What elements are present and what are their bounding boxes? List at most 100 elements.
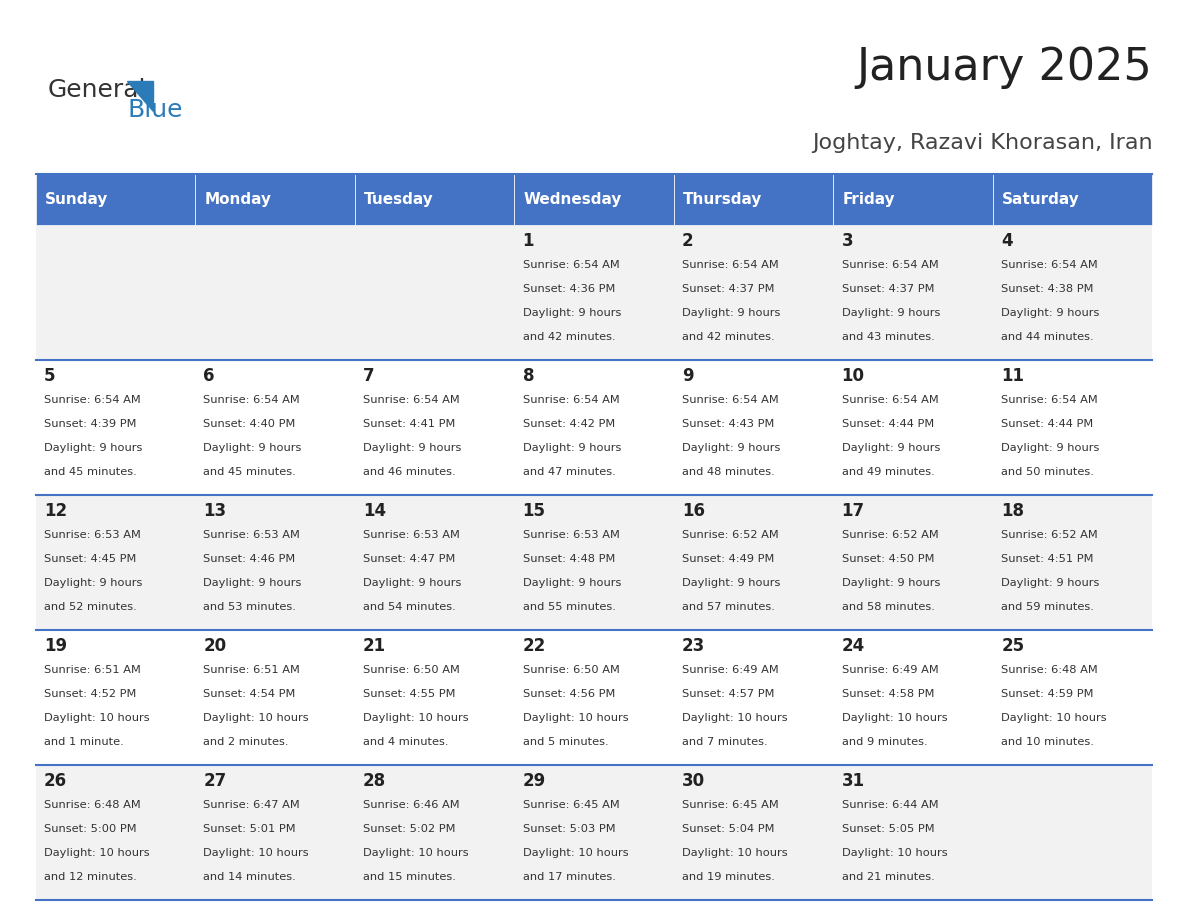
Text: Sunset: 4:52 PM: Sunset: 4:52 PM [44,688,137,699]
Text: Sunset: 4:54 PM: Sunset: 4:54 PM [203,688,296,699]
Text: 5: 5 [44,367,56,386]
Text: and 45 minutes.: and 45 minutes. [203,467,296,477]
Bar [355,495,514,630]
Text: Sunset: 4:38 PM: Sunset: 4:38 PM [1001,284,1094,294]
Text: 31: 31 [841,772,865,790]
Text: Joghtay, Razavi Khorasan, Iran: Joghtay, Razavi Khorasan, Iran [811,133,1152,153]
Text: Sunrise: 6:54 AM: Sunrise: 6:54 AM [44,395,140,405]
Text: 15: 15 [523,502,545,521]
Text: Daylight: 10 hours: Daylight: 10 hours [1001,712,1107,722]
Text: Sunset: 4:47 PM: Sunset: 4:47 PM [364,554,455,564]
Text: Sunrise: 6:50 AM: Sunrise: 6:50 AM [364,665,460,675]
Text: Daylight: 10 hours: Daylight: 10 hours [682,712,788,722]
Text: Sunset: 5:04 PM: Sunset: 5:04 PM [682,823,775,834]
Text: and 42 minutes.: and 42 minutes. [523,332,615,342]
Text: 2: 2 [682,232,694,251]
Text: Sunrise: 6:54 AM: Sunrise: 6:54 AM [364,395,460,405]
Text: Sunrise: 6:54 AM: Sunrise: 6:54 AM [1001,395,1098,405]
Bar [993,630,1152,765]
Bar [674,174,833,225]
Bar [36,225,195,360]
Text: and 4 minutes.: and 4 minutes. [364,737,449,747]
Text: Sunset: 4:37 PM: Sunset: 4:37 PM [841,284,934,294]
Text: Sunset: 4:42 PM: Sunset: 4:42 PM [523,419,615,429]
Text: 10: 10 [841,367,865,386]
Text: Sunrise: 6:54 AM: Sunrise: 6:54 AM [523,395,619,405]
Text: Daylight: 10 hours: Daylight: 10 hours [841,712,947,722]
Text: Daylight: 9 hours: Daylight: 9 hours [203,443,302,453]
Bar [833,225,993,360]
Text: 16: 16 [682,502,706,521]
Bar [195,765,355,900]
Text: 20: 20 [203,637,227,655]
Text: Daylight: 10 hours: Daylight: 10 hours [364,848,468,857]
Text: and 55 minutes.: and 55 minutes. [523,602,615,612]
Text: 28: 28 [364,772,386,790]
Bar [355,225,514,360]
Bar [514,360,674,495]
Text: and 44 minutes.: and 44 minutes. [1001,332,1094,342]
Bar [355,765,514,900]
Text: Daylight: 9 hours: Daylight: 9 hours [682,578,781,588]
Bar [674,225,833,360]
Bar [514,174,674,225]
Text: Sunset: 5:05 PM: Sunset: 5:05 PM [841,823,934,834]
Text: and 14 minutes.: and 14 minutes. [203,872,296,882]
Text: Sunset: 4:58 PM: Sunset: 4:58 PM [841,688,934,699]
Text: Sunrise: 6:49 AM: Sunrise: 6:49 AM [841,665,939,675]
Text: 1: 1 [523,232,535,251]
Text: Sunrise: 6:45 AM: Sunrise: 6:45 AM [523,800,619,810]
Text: and 45 minutes.: and 45 minutes. [44,467,137,477]
Text: Sunset: 4:44 PM: Sunset: 4:44 PM [841,419,934,429]
Text: and 17 minutes.: and 17 minutes. [523,872,615,882]
Text: Daylight: 9 hours: Daylight: 9 hours [1001,443,1100,453]
Text: and 53 minutes.: and 53 minutes. [203,602,296,612]
Text: 7: 7 [364,367,374,386]
Bar [993,765,1152,900]
Text: Sunrise: 6:54 AM: Sunrise: 6:54 AM [841,260,939,270]
Text: Sunset: 4:39 PM: Sunset: 4:39 PM [44,419,137,429]
Text: Blue: Blue [127,98,183,122]
Text: Sunrise: 6:49 AM: Sunrise: 6:49 AM [682,665,779,675]
Text: 14: 14 [364,502,386,521]
Text: 13: 13 [203,502,227,521]
Text: Sunrise: 6:48 AM: Sunrise: 6:48 AM [1001,665,1098,675]
Text: Sunset: 4:59 PM: Sunset: 4:59 PM [1001,688,1094,699]
Text: Sunset: 5:00 PM: Sunset: 5:00 PM [44,823,137,834]
Text: Daylight: 10 hours: Daylight: 10 hours [523,712,628,722]
Text: and 49 minutes.: and 49 minutes. [841,467,935,477]
Text: and 50 minutes.: and 50 minutes. [1001,467,1094,477]
Text: 22: 22 [523,637,545,655]
Text: and 54 minutes.: and 54 minutes. [364,602,456,612]
Text: Daylight: 10 hours: Daylight: 10 hours [682,848,788,857]
Text: Daylight: 9 hours: Daylight: 9 hours [841,578,940,588]
Text: Daylight: 10 hours: Daylight: 10 hours [44,848,150,857]
Text: and 57 minutes.: and 57 minutes. [682,602,775,612]
Text: and 52 minutes.: and 52 minutes. [44,602,137,612]
Text: Sunrise: 6:51 AM: Sunrise: 6:51 AM [203,665,301,675]
Text: 29: 29 [523,772,545,790]
Text: Sunrise: 6:52 AM: Sunrise: 6:52 AM [682,530,779,540]
Bar [833,174,993,225]
Text: Sunrise: 6:50 AM: Sunrise: 6:50 AM [523,665,619,675]
Text: and 42 minutes.: and 42 minutes. [682,332,775,342]
Text: and 46 minutes.: and 46 minutes. [364,467,456,477]
Text: Sunrise: 6:54 AM: Sunrise: 6:54 AM [841,395,939,405]
Text: Sunday: Sunday [45,192,108,207]
Text: Daylight: 9 hours: Daylight: 9 hours [1001,578,1100,588]
Text: Sunset: 4:44 PM: Sunset: 4:44 PM [1001,419,1093,429]
Text: Daylight: 9 hours: Daylight: 9 hours [523,443,621,453]
Text: and 10 minutes.: and 10 minutes. [1001,737,1094,747]
Text: and 58 minutes.: and 58 minutes. [841,602,935,612]
Bar [195,174,355,225]
Bar [993,495,1152,630]
Text: Daylight: 9 hours: Daylight: 9 hours [364,578,461,588]
Bar [514,765,674,900]
Text: and 1 minute.: and 1 minute. [44,737,124,747]
Bar [36,495,195,630]
Bar [36,765,195,900]
Text: and 12 minutes.: and 12 minutes. [44,872,137,882]
Text: and 19 minutes.: and 19 minutes. [682,872,775,882]
Text: 11: 11 [1001,367,1024,386]
Text: Monday: Monday [204,192,272,207]
